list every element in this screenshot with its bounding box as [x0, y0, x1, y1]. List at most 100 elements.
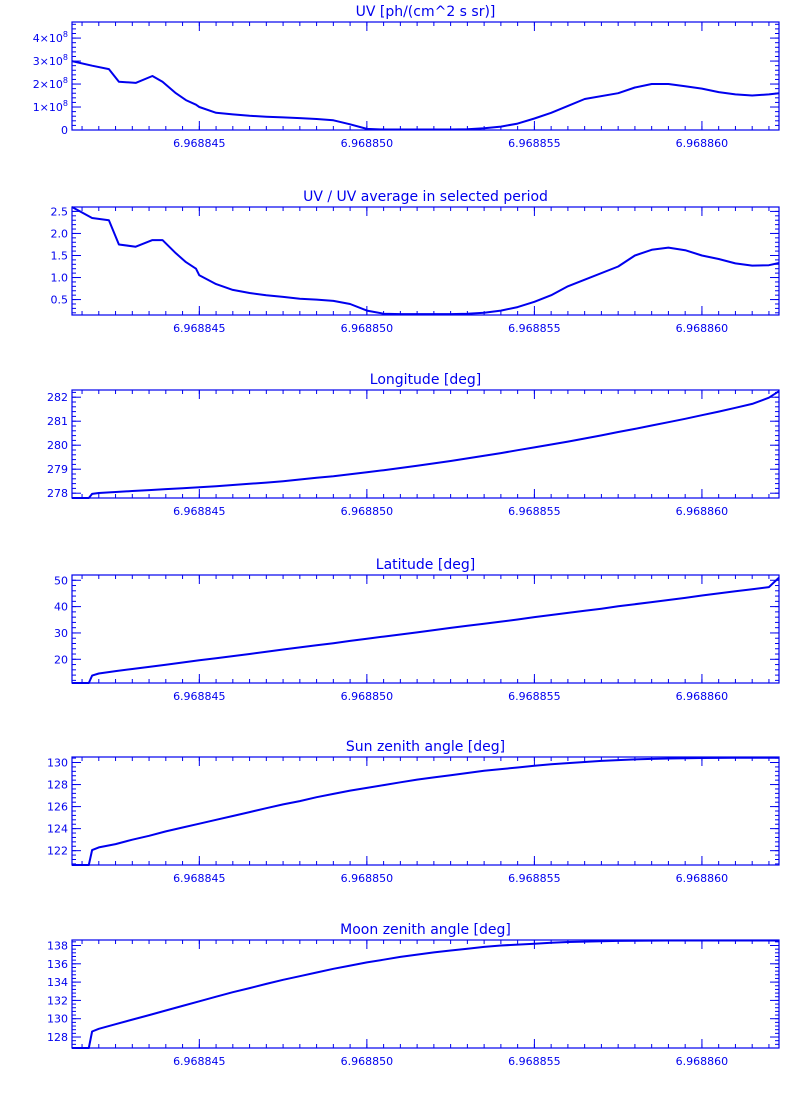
x-tick-label: 6.968845: [173, 690, 226, 703]
x-tick-label: 6.968850: [341, 322, 394, 335]
x-tick-label: 6.968860: [676, 690, 729, 703]
panel-title: Moon zenith angle [deg]: [340, 922, 511, 938]
y-tick-label: 0.5: [51, 294, 69, 307]
y-tick-label: 136: [47, 958, 68, 971]
y-tick-mantissa: 1.0: [51, 272, 69, 285]
series-line: [72, 939, 779, 1049]
x-tick-label: 6.968860: [676, 505, 729, 518]
y-tick-label: 128: [47, 1031, 68, 1044]
series-line: [71, 206, 780, 316]
y-tick-mantissa: 3×10: [33, 55, 63, 68]
x-tick-label: 6.968850: [341, 505, 394, 518]
panel-title: UV [ph/(cm^2 s sr)]: [356, 4, 496, 20]
x-tick-label: 6.968860: [676, 872, 729, 885]
y-tick-label: 20: [54, 653, 68, 666]
x-tick-label: 6.968850: [341, 1055, 394, 1068]
x-tick-label: 6.968855: [508, 690, 561, 703]
x-tick-label: 6.968860: [676, 1055, 729, 1068]
y-tick-label: 40: [54, 601, 68, 614]
y-tick-mantissa: 128: [47, 1031, 68, 1044]
y-tick-mantissa: 20: [54, 653, 68, 666]
series-line: [72, 756, 779, 866]
series-line: [72, 576, 780, 684]
x-tick-label: 6.968850: [341, 690, 394, 703]
y-tick-label: 282: [47, 391, 68, 404]
plot-frame: [71, 574, 780, 684]
y-tick-label: 134: [47, 976, 68, 989]
y-tick-label: 280: [47, 439, 68, 452]
plot-frame: [71, 939, 780, 1049]
y-tick-exponent: 8: [63, 53, 68, 62]
x-tick-label: 6.968855: [508, 137, 561, 150]
y-tick-mantissa: 0: [61, 124, 68, 137]
x-tick-label: 6.968860: [676, 322, 729, 335]
y-tick-label: 1×108: [33, 99, 68, 114]
y-tick-label: 2×108: [33, 76, 68, 91]
y-tick-label: 2.0: [51, 227, 69, 240]
y-tick-mantissa: 130: [47, 1013, 68, 1026]
series-line: [72, 390, 780, 499]
y-tick-mantissa: 130: [47, 757, 68, 770]
chart-panel-5: Sun zenith angle [deg] 6.968845 6.968850 6.…: [47, 739, 780, 885]
y-tick-mantissa: 4×10: [33, 32, 63, 45]
y-tick-label: 4×108: [33, 30, 68, 45]
x-tick-label: 6.968845: [173, 1055, 226, 1068]
x-tick-label: 6.968855: [508, 1055, 561, 1068]
y-tick-label: 0: [61, 124, 68, 137]
panel-title: Latitude [deg]: [376, 557, 475, 573]
y-tick-label: 278: [47, 487, 68, 500]
y-tick-label: 138: [47, 939, 68, 952]
y-tick-mantissa: 30: [54, 627, 68, 640]
y-tick-label: 279: [47, 463, 68, 476]
y-tick-label: 1.5: [51, 249, 69, 262]
y-tick-mantissa: 2.0: [51, 227, 69, 240]
y-tick-mantissa: 40: [54, 601, 68, 614]
y-tick-mantissa: 282: [47, 391, 68, 404]
panel-title: Sun zenith angle [deg]: [346, 739, 505, 755]
y-tick-exponent: 8: [63, 30, 68, 39]
y-tick-label: 281: [47, 415, 68, 428]
y-tick-label: 2.5: [51, 205, 69, 218]
y-tick-label: 122: [47, 845, 68, 858]
y-tick-mantissa: 2.5: [51, 205, 69, 218]
y-tick-mantissa: 138: [47, 939, 68, 952]
series-line: [71, 60, 780, 131]
y-tick-mantissa: 124: [47, 823, 68, 836]
x-tick-label: 6.968845: [173, 872, 226, 885]
chart-panel-3: Longitude [deg] 6.968845 6.968850 6.968855 6…: [47, 372, 780, 518]
chart-panel-4: Latitude [deg] 6.968845 6.968850 6.968855 6.…: [54, 557, 780, 703]
y-tick-mantissa: 0.5: [51, 294, 69, 307]
y-tick-label: 130: [47, 757, 68, 770]
x-tick-label: 6.968845: [173, 322, 226, 335]
y-tick-mantissa: 279: [47, 463, 68, 476]
x-tick-label: 6.968845: [173, 137, 226, 150]
x-tick-label: 6.968850: [341, 872, 394, 885]
y-tick-label: 1.0: [51, 272, 69, 285]
plot-frame: [71, 206, 780, 316]
panel-title: UV / UV average in selected period: [303, 189, 548, 205]
y-tick-label: 126: [47, 801, 68, 814]
x-tick-label: 6.968860: [676, 137, 729, 150]
x-tick-label: 6.968855: [508, 505, 561, 518]
y-tick-label: 130: [47, 1013, 68, 1026]
y-tick-label: 124: [47, 823, 68, 836]
x-tick-label: 6.968850: [341, 137, 394, 150]
y-tick-label: 50: [54, 574, 68, 587]
y-tick-label: 128: [47, 779, 68, 792]
y-tick-label: 3×108: [33, 53, 68, 68]
y-tick-mantissa: 281: [47, 415, 68, 428]
y-tick-mantissa: 50: [54, 574, 68, 587]
panel-title: Longitude [deg]: [370, 372, 481, 388]
plot-frame: [71, 21, 780, 131]
y-tick-mantissa: 280: [47, 439, 68, 452]
y-tick-label: 30: [54, 627, 68, 640]
y-tick-mantissa: 126: [47, 801, 68, 814]
y-tick-mantissa: 132: [47, 994, 68, 1007]
y-tick-mantissa: 2×10: [33, 78, 63, 91]
x-tick-label: 6.968855: [508, 872, 561, 885]
y-tick-exponent: 8: [63, 76, 68, 85]
y-tick-mantissa: 1×10: [33, 101, 63, 114]
y-tick-mantissa: 136: [47, 958, 68, 971]
chart-panel-6: Moon zenith angle [deg] 6.968845 6.968850 6…: [47, 922, 780, 1068]
